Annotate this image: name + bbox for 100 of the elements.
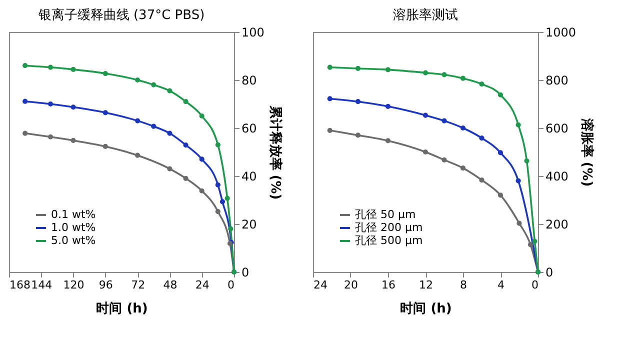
legend-label: 孔径 500 μm <box>355 234 423 247</box>
point <box>22 98 28 104</box>
point <box>422 112 428 118</box>
point <box>215 208 220 214</box>
point <box>532 238 538 244</box>
y-tick-label: 600 <box>546 122 568 136</box>
point <box>22 130 28 136</box>
point <box>135 77 140 83</box>
point <box>220 199 226 204</box>
point <box>355 132 361 138</box>
point <box>183 176 188 181</box>
point <box>22 63 28 68</box>
point <box>199 113 204 119</box>
point <box>422 149 428 155</box>
point <box>385 104 391 109</box>
x-tick-label: 48 <box>163 278 178 292</box>
x-tick-label: 0 <box>532 278 538 292</box>
point <box>516 178 521 184</box>
y-tick-label: 0 <box>242 266 250 280</box>
point <box>460 76 466 81</box>
point <box>442 72 447 78</box>
point <box>355 99 361 104</box>
point <box>102 144 108 150</box>
y-tick-label: 400 <box>546 170 568 184</box>
y-axis-title: 溶胀率 (%) <box>579 117 596 187</box>
point <box>327 96 332 102</box>
point <box>460 125 466 131</box>
point <box>327 128 332 133</box>
x-tick-label: 72 <box>131 278 146 292</box>
chart-title: 银离子缓释曲线 (37°C PBS) <box>37 7 205 23</box>
point <box>48 134 54 140</box>
y-tick-label: 100 <box>242 26 264 40</box>
x-tick-label: 20 <box>344 278 358 292</box>
point <box>442 118 447 124</box>
x-tick-label: 120 <box>63 278 84 292</box>
point <box>167 130 172 136</box>
x-axis-title: 时间 (h) <box>400 302 452 316</box>
point <box>48 64 54 70</box>
x-tick-label: 12 <box>419 278 433 292</box>
point <box>442 157 447 162</box>
x-tick-label: 24 <box>314 278 328 292</box>
point <box>70 66 76 72</box>
point <box>498 150 504 156</box>
legend-label: 孔径 200 μm <box>355 221 423 234</box>
point <box>167 88 172 94</box>
point <box>183 99 188 104</box>
x-tick-label: 144 <box>31 278 52 292</box>
point <box>102 110 108 116</box>
point <box>151 124 156 129</box>
point <box>151 82 156 88</box>
x-tick-label: 16 <box>382 278 396 292</box>
point <box>385 67 391 72</box>
point <box>215 182 220 188</box>
point <box>199 156 204 162</box>
point <box>135 118 140 124</box>
y-tick-label: 40 <box>242 170 257 184</box>
y-tick-label: 200 <box>546 218 568 232</box>
point <box>167 166 172 172</box>
point <box>70 138 76 144</box>
chart-title: 溶胀率测试 <box>393 7 458 23</box>
point <box>422 70 428 76</box>
point <box>48 101 54 107</box>
point <box>385 138 391 144</box>
point <box>524 158 530 164</box>
y-tick-label: 1000 <box>546 26 576 40</box>
point <box>228 226 234 232</box>
y-axis-title: 累计释放率 (%) <box>267 104 284 200</box>
x-tick-label: 0 <box>228 278 234 292</box>
point <box>460 166 466 171</box>
x-tick-label: 8 <box>460 278 467 292</box>
point <box>183 142 188 148</box>
legend-label: 0.1 wt% <box>51 208 96 221</box>
x-tick-label: 24 <box>195 278 210 292</box>
point <box>70 104 76 110</box>
point <box>498 92 504 98</box>
x-tick-label: 4 <box>498 278 504 292</box>
point <box>355 66 361 72</box>
y-tick-label: 0 <box>546 266 554 280</box>
point <box>479 178 484 183</box>
x-axis-title: 时间 (h) <box>96 302 148 316</box>
y-tick-label: 80 <box>242 74 257 88</box>
y-tick-label: 60 <box>242 122 257 136</box>
point <box>135 152 140 158</box>
point <box>102 70 108 76</box>
point <box>498 192 504 198</box>
legend-label: 孔径 50 μm <box>355 208 416 221</box>
point <box>479 136 484 141</box>
x-tick-label: 96 <box>98 278 113 292</box>
point <box>224 196 230 201</box>
point <box>215 142 220 148</box>
point <box>528 242 534 248</box>
y-tick-label: 800 <box>546 74 568 88</box>
point <box>479 82 484 87</box>
legend-label: 5.0 wt% <box>51 234 96 247</box>
point <box>516 220 522 226</box>
point <box>516 122 521 128</box>
point <box>327 64 332 70</box>
y-tick-label: 20 <box>242 218 257 232</box>
point <box>199 188 204 194</box>
x-tick-label: 168 <box>10 278 30 292</box>
